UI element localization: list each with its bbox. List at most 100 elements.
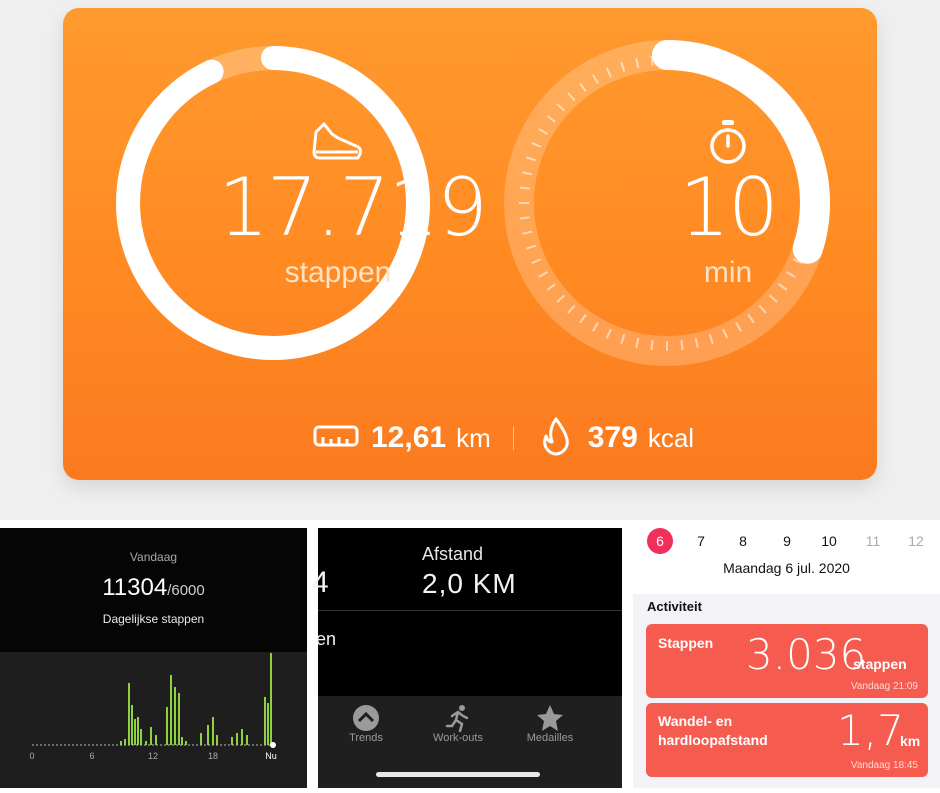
distance-tile-timestamp: Vandaag 18:45 — [850, 760, 918, 771]
daily-title: Vandaag — [129, 550, 178, 564]
steps-unit: stappen — [284, 256, 392, 289]
hour-bar — [264, 697, 266, 745]
truncated-value: 4 — [312, 566, 329, 599]
tab-workouts[interactable]: Work-outs — [418, 704, 498, 744]
tick-mark — [519, 186, 530, 190]
tick-mark — [522, 171, 533, 176]
tab-trends[interactable]: Trends — [326, 704, 406, 744]
date-12[interactable]: 12 — [908, 533, 924, 549]
distance-value: 12,61 — [371, 421, 447, 454]
steps-summary: 17.719 stappen — [218, 118, 488, 290]
hour-bar — [145, 741, 147, 745]
home-indicator[interactable] — [376, 772, 540, 777]
tick-mark — [567, 92, 576, 102]
tick-mark — [605, 328, 612, 339]
tick-mark — [531, 258, 542, 265]
health-panel: 6 7 8 9 10 11 12 Maandag 6 jul. 2020 Activitei… — [633, 520, 940, 788]
medal-icon — [510, 704, 590, 732]
date-7[interactable]: 7 — [697, 533, 705, 549]
hour-bar — [200, 733, 202, 745]
hour-bar — [207, 725, 209, 745]
active-time-summary: 10 min — [628, 118, 828, 290]
steps-tile-unit: stappen — [853, 656, 907, 672]
tick-mark — [546, 283, 556, 291]
tick-mark — [546, 115, 556, 123]
axis-label: Nu — [265, 751, 277, 761]
daily-steps-chart[interactable]: 0 6 12 18 Nu — [0, 652, 307, 788]
flame-icon — [536, 416, 576, 461]
axis-label: 12 — [148, 751, 158, 761]
hour-bar — [137, 717, 139, 745]
daily-steps-value: 11304 — [102, 574, 168, 601]
steps-value: 17.719 — [218, 161, 488, 254]
running-icon — [418, 704, 498, 732]
hour-bar — [120, 741, 122, 745]
tick-mark — [778, 283, 788, 291]
hour-bar — [166, 707, 168, 745]
tick-mark — [786, 271, 796, 278]
date-6[interactable]: 6 — [647, 528, 673, 554]
steps-tile-value: 3.036 — [746, 630, 867, 679]
tick-mark — [694, 337, 699, 348]
section-heading: Activiteit — [647, 599, 702, 614]
distance-tile-title-line2: hardloopafstand — [658, 732, 768, 748]
shoe-icon — [218, 118, 458, 168]
date-8[interactable]: 8 — [739, 533, 747, 549]
tick-mark — [592, 74, 599, 84]
hour-bar — [155, 735, 157, 745]
distance-tile-title-line1: Wandel- en — [658, 713, 733, 729]
date-11[interactable]: 11 — [865, 533, 881, 549]
tick-mark — [592, 322, 599, 332]
axis-label: 0 — [29, 751, 34, 761]
date-strip: 6 7 8 9 10 11 12 Maandag 6 jul. 2020 — [633, 520, 940, 594]
tick-mark — [531, 141, 542, 148]
daily-steps-count: 11304/6000 — [0, 574, 307, 602]
summary-card[interactable]: 17.719 stappen 10 min — [63, 8, 877, 480]
hour-bar — [134, 719, 136, 745]
tick-mark — [522, 230, 533, 235]
steps-tile[interactable]: Stappen 3.036 stappen Vandaag 21:09 — [646, 624, 928, 698]
tab-medals[interactable]: Medailles — [510, 704, 590, 744]
daily-steps-panel: Vandaag 11304/6000 Dagelijkse stappen 0 … — [0, 528, 307, 788]
steps-tile-timestamp: Vandaag 21:09 — [850, 681, 918, 692]
hour-bar — [174, 687, 176, 745]
tab-label: Trends — [349, 732, 383, 744]
tick-mark — [605, 67, 612, 78]
hour-bar — [181, 737, 183, 745]
daily-bars — [120, 653, 272, 745]
tick-mark — [758, 304, 767, 314]
date-9[interactable]: 9 — [783, 533, 791, 549]
hour-bar — [178, 693, 180, 745]
distance-tile[interactable]: Wandel- en hardloopafstand 1,7 km Vandaa… — [646, 703, 928, 777]
distance-tile-title: Wandel- en hardloopafstand — [658, 712, 768, 750]
tick-mark — [519, 216, 530, 220]
tick-mark — [635, 337, 640, 348]
tick-mark — [567, 304, 576, 314]
tick-mark — [556, 103, 566, 112]
hour-bar — [236, 733, 238, 745]
tick-mark — [650, 55, 654, 66]
distance-tile-unit: km — [900, 733, 921, 749]
tick-mark — [722, 328, 729, 339]
axis-label: 18 — [208, 751, 218, 761]
steps-ring-progress — [116, 46, 430, 360]
tick-mark — [556, 294, 566, 303]
tab-label: Medailles — [526, 732, 574, 744]
hour-bar — [267, 703, 269, 745]
calories-unit: kcal — [647, 422, 695, 453]
trends-icon — [326, 704, 406, 732]
axis-label: 6 — [89, 751, 94, 761]
tab-label: Work-outs — [433, 732, 483, 744]
hour-bar — [231, 737, 233, 745]
truncated-label: en — [316, 629, 337, 649]
hour-bar — [131, 705, 133, 745]
tick-mark — [635, 58, 640, 69]
tick-mark — [708, 333, 714, 345]
stats-row: 12,61 km 379 kcal — [313, 413, 694, 463]
date-10[interactable]: 10 — [821, 533, 837, 549]
distance-tile-value: 1,7 — [837, 706, 904, 755]
hour-bar — [140, 729, 142, 745]
tick-mark — [538, 271, 548, 278]
hour-bar — [241, 729, 243, 745]
tick-mark — [525, 244, 537, 250]
